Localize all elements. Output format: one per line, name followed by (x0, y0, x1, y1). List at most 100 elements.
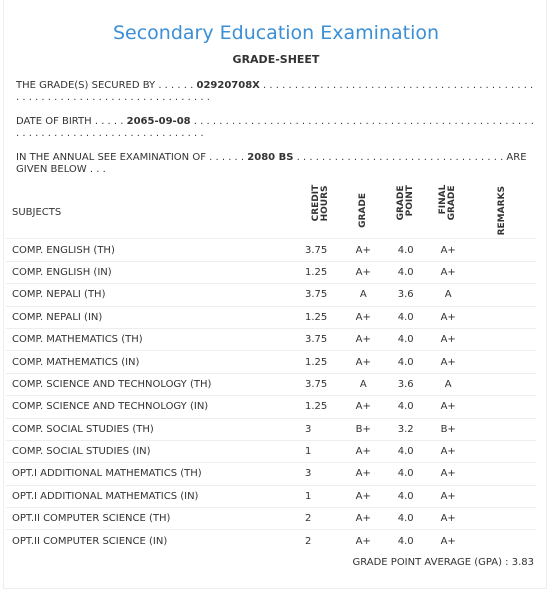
cell: 2 (298, 529, 343, 552)
detail-line: IN THE ANNUAL SEE EXAMINATION OF . . . .… (16, 152, 536, 176)
cell: A+ (342, 462, 385, 486)
cell: A+ (426, 327, 470, 351)
remarks-cell (469, 529, 536, 552)
remarks-cell (469, 305, 536, 329)
remarks-cell (469, 417, 536, 441)
cell: A+ (342, 238, 385, 262)
column-header: FINAL GRADE (438, 184, 458, 220)
detail-value: 2065-09-08 (126, 116, 191, 127)
table-row: COMP. NEPALI (IN) 1.25 A+ 4.0 A+ (6, 305, 536, 329)
table-row: OPT.II COMPUTER SCIENCE (TH) 2 A+ 4.0 A+ (6, 507, 536, 530)
table-row: OPT.II COMPUTER SCIENCE (IN) 2 A+ 4.0 A+ (6, 529, 536, 552)
detail-trail: . . . . . . . . . . . . . . . . . . . . … (16, 80, 534, 103)
subject: COMP. SOCIAL STUDIES (IN) (6, 439, 299, 463)
detail-line: DATE OF BIRTH . . . . . 2065-09-08 . . .… (16, 116, 536, 140)
subject: OPT.I ADDITIONAL MATHEMATICS (IN) (6, 484, 299, 508)
cell: A+ (426, 350, 470, 374)
cell: 4.0 (384, 439, 427, 463)
column-header: SUBJECTS (12, 206, 62, 218)
cell: A+ (426, 439, 470, 463)
cell: 2 (298, 507, 343, 530)
table-row: COMP. MATHEMATICS (IN) 1.25 A+ 4.0 A+ (6, 350, 536, 374)
title: Secondary Education Examination (112, 22, 440, 44)
cell: A+ (342, 305, 385, 329)
cell: 4.0 (384, 462, 427, 486)
detail-label: DATE OF BIRTH . . . . . (16, 116, 124, 127)
cell: 4.0 (384, 529, 427, 552)
remarks-cell (469, 283, 536, 307)
cell: 3.75 (298, 327, 343, 351)
detail-trail: . . . . . . . . . . . . . . . . . . . . … (16, 116, 534, 139)
column-header: GRADE (357, 193, 368, 229)
cell: A+ (426, 260, 470, 284)
table-row: COMP. ENGLISH (TH) 3.75 A+ 4.0 A+ (6, 238, 536, 262)
cell: A+ (426, 507, 470, 530)
remarks-cell (469, 462, 536, 486)
detail-label: THE GRADE(S) SECURED BY . . . . . . (16, 80, 194, 91)
cell: A+ (342, 260, 385, 284)
table-body: COMP. ENGLISH (TH) 3.75 A+ 4.0 A+ COMP. ENGLI… (6, 238, 536, 552)
cell: A+ (426, 484, 470, 508)
cell: 3 (298, 417, 343, 441)
cell: 1.25 (298, 350, 343, 374)
gpa: GRADE POINT AVERAGE (GPA) : 3.83 (352, 557, 534, 568)
detail-trail: . . . . . . . . . . . . . . . . . . . . … (16, 152, 527, 175)
cell: 4.0 (384, 260, 427, 284)
column-header-cell: REMARKS (469, 186, 536, 239)
cell: A+ (342, 439, 385, 463)
column-header-cell: FINAL GRADE (427, 184, 470, 239)
cell: A (426, 283, 470, 307)
cell: 3.75 (298, 238, 343, 262)
column-header: REMARKS (497, 186, 508, 236)
cell: 1 (298, 439, 343, 463)
column-header: GRADE POINT (395, 184, 415, 220)
cell: 1.25 (298, 260, 343, 284)
grade-table: SUBJECTS CREDIT HOURS GRADE GRADE POINT FINA… (6, 184, 536, 552)
cell: A (426, 372, 470, 396)
gpa-value: 3.83 (511, 557, 534, 568)
cell: 3.6 (384, 283, 427, 307)
cell: A+ (426, 529, 470, 552)
cell: A (342, 283, 385, 307)
column-header-cell: GRADE POINT (384, 184, 427, 239)
column-header-cell: CREDIT HOURS (299, 185, 342, 239)
cell: 4.0 (384, 238, 427, 262)
cell: 4.0 (384, 327, 427, 351)
remarks-cell (469, 327, 536, 351)
subject: COMP. SOCIAL STUDIES (TH) (6, 417, 299, 441)
header-row: SUBJECTS CREDIT HOURS GRADE GRADE POINT FINA… (6, 184, 536, 239)
cell: 4.0 (384, 350, 427, 374)
cell: 4.0 (384, 305, 427, 329)
cell: A+ (426, 462, 470, 486)
detail-line: THE GRADE(S) SECURED BY . . . . . . 0292… (16, 80, 536, 104)
cell: A+ (342, 484, 385, 508)
subject: COMP. ENGLISH (TH) (6, 238, 299, 262)
cell: B+ (426, 417, 470, 441)
subject: OPT.I ADDITIONAL MATHEMATICS (TH) (6, 462, 299, 486)
table-row: COMP. NEPALI (TH) 3.75 A 3.6 A (6, 283, 536, 307)
subject: COMP. SCIENCE AND TECHNOLOGY (TH) (6, 372, 299, 396)
cell: 3.2 (384, 417, 427, 441)
table-row: COMP. ENGLISH (IN) 1.25 A+ 4.0 A+ (6, 260, 536, 284)
cell: 4.0 (384, 395, 427, 419)
cell: A (342, 372, 385, 396)
cell: A+ (342, 529, 385, 552)
subject: COMP. MATHEMATICS (TH) (6, 327, 299, 351)
remarks-cell (469, 484, 536, 508)
remarks-cell (469, 260, 536, 284)
cell: A+ (426, 395, 470, 419)
table-row: OPT.I ADDITIONAL MATHEMATICS (TH) 3 A+ 4.0 A… (6, 462, 536, 486)
detail-label: IN THE ANNUAL SEE EXAMINATION OF . . . .… (16, 152, 245, 163)
cell: 4.0 (384, 484, 427, 508)
subject: COMP. MATHEMATICS (IN) (6, 350, 299, 374)
subtitle: GRADE-SHEET (232, 53, 320, 66)
table-row: COMP. SOCIAL STUDIES (TH) 3 B+ 3.2 B+ (6, 417, 536, 441)
cell: A+ (342, 327, 385, 351)
cell: 3.6 (384, 372, 427, 396)
cell: 4.0 (384, 507, 427, 530)
table-row: COMP. SCIENCE AND TECHNOLOGY (TH) 3.75 A 3.… (6, 372, 536, 396)
detail-value: 02920708X (196, 80, 260, 91)
subject: OPT.II COMPUTER SCIENCE (IN) (6, 529, 299, 552)
table-row: COMP. MATHEMATICS (TH) 3.75 A+ 4.0 A+ (6, 327, 536, 351)
